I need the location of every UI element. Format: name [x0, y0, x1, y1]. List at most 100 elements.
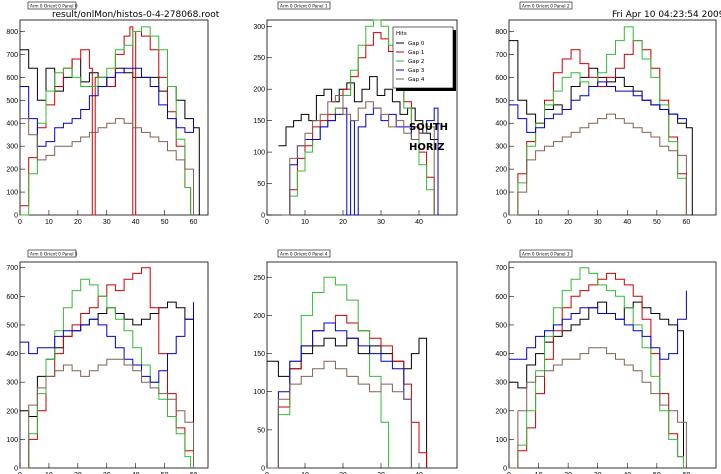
legend-entry: Gap 3 [408, 68, 425, 74]
x-tick-label: 10 [535, 472, 543, 474]
y-tick-label: 500 [495, 98, 507, 105]
x-tick-label: 60 [190, 472, 198, 474]
series-line [282, 19, 435, 216]
y-tick-label: 0 [261, 213, 265, 220]
series-line [20, 302, 194, 383]
x-tick-label: 0 [18, 219, 22, 226]
series-line [282, 95, 435, 216]
y-tick-label: 300 [6, 144, 18, 151]
y-tick-label: 50 [257, 181, 265, 188]
series-line [278, 76, 439, 215]
x-tick-label: 0 [507, 219, 511, 226]
plot-frame [508, 261, 717, 469]
x-tick-label: 20 [74, 219, 82, 226]
histogram-panel: Arm 0 Orient 0 Panel 5010020030040050060… [6, 249, 209, 474]
x-tick-label: 40 [415, 472, 423, 474]
x-tick-label: 60 [683, 472, 691, 474]
series-line [267, 360, 412, 469]
y-tick-label: 0 [503, 466, 507, 473]
y-tick-label: 600 [6, 294, 18, 301]
timestamp: Fri Apr 10 04:23:54 2009 [612, 10, 721, 20]
x-tick-label: 60 [190, 219, 198, 226]
x-tick-label: 50 [161, 472, 169, 474]
y-tick-label: 300 [6, 380, 18, 387]
y-tick-label: 250 [253, 275, 265, 282]
panel-title-box [277, 1, 331, 10]
histogram-panel: Arm 0 Orient 0 Panel 0010020030040050060… [6, 1, 209, 226]
histogram-panel: Arm 0 Orient 0 Panel 4 0 50 100 150 200 250 0 10… [253, 249, 458, 474]
y-tick-label: 300 [253, 24, 265, 31]
series-line [509, 81, 687, 133]
panel-title: Arm 0 Orient 0 Panel 1 [280, 4, 328, 9]
y-tick-label: 400 [6, 351, 18, 358]
legend-entry: Gap 0 [408, 41, 425, 47]
x-tick-label: 40 [415, 219, 423, 226]
y-tick-label: 250 [253, 55, 265, 62]
panel-title: Arm 0 Orient 0 Panel 2 [522, 4, 570, 9]
panel-title: Arm 0 Orient 0 Panel 3 [522, 252, 570, 257]
y-tick-label: 800 [495, 29, 507, 36]
y-tick-label: 600 [6, 75, 18, 82]
series-line [20, 49, 200, 215]
x-tick-label: 10 [45, 472, 53, 474]
y-tick-label: 700 [495, 52, 507, 59]
x-tick-label: 10 [301, 219, 309, 226]
panel-title-box [27, 1, 77, 10]
y-tick-label: 0 [14, 466, 18, 473]
y-tick-label: 0 [503, 213, 507, 220]
legend-entry: Gap 1 [408, 50, 424, 56]
series-line [509, 301, 684, 468]
series-line [509, 290, 687, 360]
y-tick-label: 400 [495, 351, 507, 358]
series-line [509, 113, 687, 216]
x-tick-label: 30 [377, 472, 385, 474]
y-tick-label: 500 [6, 322, 18, 329]
panel-title-box [519, 249, 573, 258]
series-line [267, 276, 390, 469]
y-tick-label: 200 [253, 313, 265, 320]
series-line [20, 26, 192, 216]
y-tick-label: 800 [6, 29, 18, 36]
y-tick-label: 0 [14, 213, 18, 220]
x-tick-label: 50 [161, 219, 169, 226]
x-tick-label: 20 [564, 472, 572, 474]
y-tick-label: 200 [6, 167, 18, 174]
series-line [20, 278, 192, 469]
y-tick-label: 50 [257, 427, 265, 434]
series-line [267, 337, 428, 468]
plot-frame [508, 19, 717, 216]
x-tick-label: 0 [265, 219, 269, 226]
y-tick-label: 200 [6, 408, 18, 415]
y-tick-label: 400 [6, 121, 18, 128]
x-tick-label: 40 [132, 219, 140, 226]
y-tick-label: 500 [6, 98, 18, 105]
legend-entry: Gap 4 [408, 77, 425, 83]
y-tick-label: 300 [495, 380, 507, 387]
x-tick-label: 20 [564, 219, 572, 226]
y-tick-label: 700 [495, 265, 507, 272]
y-tick-label: 0 [261, 466, 265, 473]
x-tick-label: 50 [653, 219, 661, 226]
x-tick-label: 10 [45, 219, 53, 226]
plot-frame [19, 19, 209, 216]
x-tick-label: 0 [18, 472, 22, 474]
orientation-label: HORIZ [409, 142, 445, 153]
x-tick-label: 50 [653, 472, 661, 474]
y-tick-label: 500 [495, 322, 507, 329]
histogram-panel: Arm 0 Orient 0 Panel 1050100150200250300… [253, 1, 458, 226]
series-line [509, 26, 687, 216]
x-tick-label: 30 [103, 472, 111, 474]
y-tick-label: 600 [495, 294, 507, 301]
y-tick-label: 100 [6, 437, 18, 444]
plot-frame [19, 261, 209, 469]
legend-box [392, 26, 454, 89]
x-tick-label: 20 [74, 472, 82, 474]
y-tick-label: 100 [495, 437, 507, 444]
histogram-panel: Arm 0 Orient 0 Panel 2010020030040050060… [495, 1, 717, 226]
x-tick-label: 30 [594, 472, 602, 474]
y-tick-label: 600 [495, 75, 507, 82]
x-tick-label: 0 [265, 472, 269, 474]
y-tick-label: 700 [6, 52, 18, 59]
